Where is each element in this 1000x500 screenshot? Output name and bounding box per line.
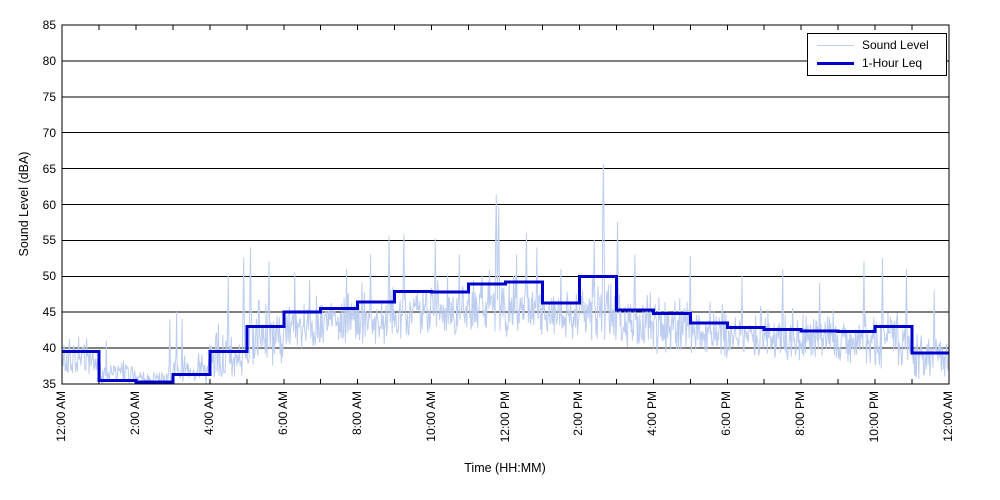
x-tick-label: 10:00 PM xyxy=(867,391,882,443)
y-tick-label: 50 xyxy=(42,269,56,284)
x-tick-label: 12:00 AM xyxy=(54,391,68,442)
y-tick-label: 60 xyxy=(42,197,56,212)
x-tick-label: 4:00 PM xyxy=(645,391,660,436)
legend-item-sound-level: Sound Level xyxy=(808,39,946,52)
legend-label-sound-level: Sound Level xyxy=(862,38,929,52)
x-tick-label: 6:00 PM xyxy=(719,391,734,436)
y-tick-label: 65 xyxy=(42,161,56,176)
x-tick-label: 2:00 PM xyxy=(571,391,586,436)
sound-level-line-swatch xyxy=(817,45,854,46)
x-tick-label: 8:00 AM xyxy=(349,391,364,436)
y-tick-label: 70 xyxy=(42,125,56,140)
x-tick-label: 6:00 AM xyxy=(275,391,290,436)
x-tick-label: 12:00 AM xyxy=(941,391,955,442)
x-tick-label: 12:00 PM xyxy=(497,391,512,443)
y-tick-label: 75 xyxy=(42,89,56,104)
x-tick-label: 8:00 PM xyxy=(793,391,808,436)
x-tick-label: 10:00 AM xyxy=(423,391,438,442)
y-tick-label: 80 xyxy=(42,53,56,68)
x-tick-label: 4:00 AM xyxy=(201,391,216,436)
legend: Sound Level 1-Hour Leq xyxy=(807,33,947,76)
y-tick-label: 55 xyxy=(42,233,56,248)
x-axis-title: Time (HH:MM) xyxy=(464,461,546,475)
y-tick-label: 85 xyxy=(42,18,56,32)
legend-item-1-hour-leq: 1-Hour Leq xyxy=(808,57,946,70)
y-axis-title: Sound Level (dBA) xyxy=(17,151,31,257)
y-tick-label: 45 xyxy=(42,305,56,320)
y-tick-label: 35 xyxy=(42,377,56,391)
leq-line-swatch xyxy=(817,62,854,65)
x-tick-label: 2:00 AM xyxy=(127,391,142,436)
y-tick-label: 40 xyxy=(42,341,56,356)
legend-label-1-hour-leq: 1-Hour Leq xyxy=(862,56,923,70)
